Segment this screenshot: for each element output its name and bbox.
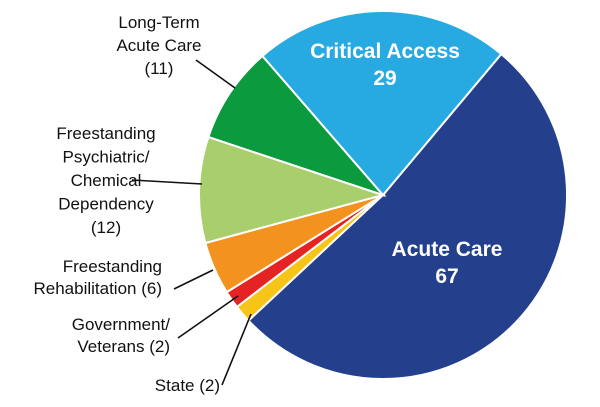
pie-slice-critical-access xyxy=(261,10,503,197)
slice-label-line: Dependency xyxy=(58,195,154,214)
slice-label-line: Psychiatric/ xyxy=(63,148,150,167)
pie-slice-freestanding-psychiatric xyxy=(198,135,387,245)
leader-line-government-veterans xyxy=(177,295,239,339)
leader-line-freestanding-psychiatric xyxy=(131,179,203,185)
slice-label-critical-access: Critical Access 29 xyxy=(310,40,460,90)
slice-label-line: Veterans (2) xyxy=(77,337,170,356)
leader-line-long-term-acute-care xyxy=(195,59,236,89)
slice-label-freestanding-psychiatric: Freestanding Psychiatric/Chemical Dependen… xyxy=(56,124,155,237)
slice-label-line: (11) xyxy=(145,59,174,78)
slice-label-value: 29 xyxy=(373,67,396,90)
pie-slices xyxy=(198,10,568,380)
pie-slice-long-term-acute-care xyxy=(207,54,387,198)
slice-label-state: State (2) xyxy=(155,376,220,395)
slice-label-freestanding-rehabilitation: Freestanding Rehabilitation (6) xyxy=(33,257,162,298)
slice-label-line: (12) xyxy=(91,218,121,237)
slice-label-name: Critical Access xyxy=(310,40,460,63)
slice-label-line: State (2) xyxy=(155,376,220,395)
leader-line-state xyxy=(221,313,252,386)
slice-label-line: Government/ xyxy=(72,315,171,334)
slice-label-acute-care: Acute Care 67 xyxy=(392,238,503,288)
slice-label-line: Freestanding xyxy=(63,257,162,276)
slice-label-line: Freestanding xyxy=(56,124,155,143)
slice-label-long-term-acute-care: Long-Term Acute Care (11) xyxy=(116,13,201,78)
slice-label-name: Acute Care xyxy=(392,238,503,261)
slice-labels: Acute Care 67 State (2) Government/Veterans… xyxy=(33,13,502,395)
slice-label-value: 67 xyxy=(435,265,458,288)
slice-label-line: Rehabilitation (6) xyxy=(33,279,162,298)
slice-label-line: Long-Term xyxy=(118,13,199,32)
slice-label-line: Chemical xyxy=(71,171,142,190)
leader-line-freestanding-rehabilitation xyxy=(173,269,214,290)
leader-lines xyxy=(131,59,252,386)
pie-slice-acute-care xyxy=(247,52,568,380)
slice-label-line: Acute Care xyxy=(116,36,201,55)
slice-label-government-veterans: Government/Veterans (2) xyxy=(72,315,171,356)
